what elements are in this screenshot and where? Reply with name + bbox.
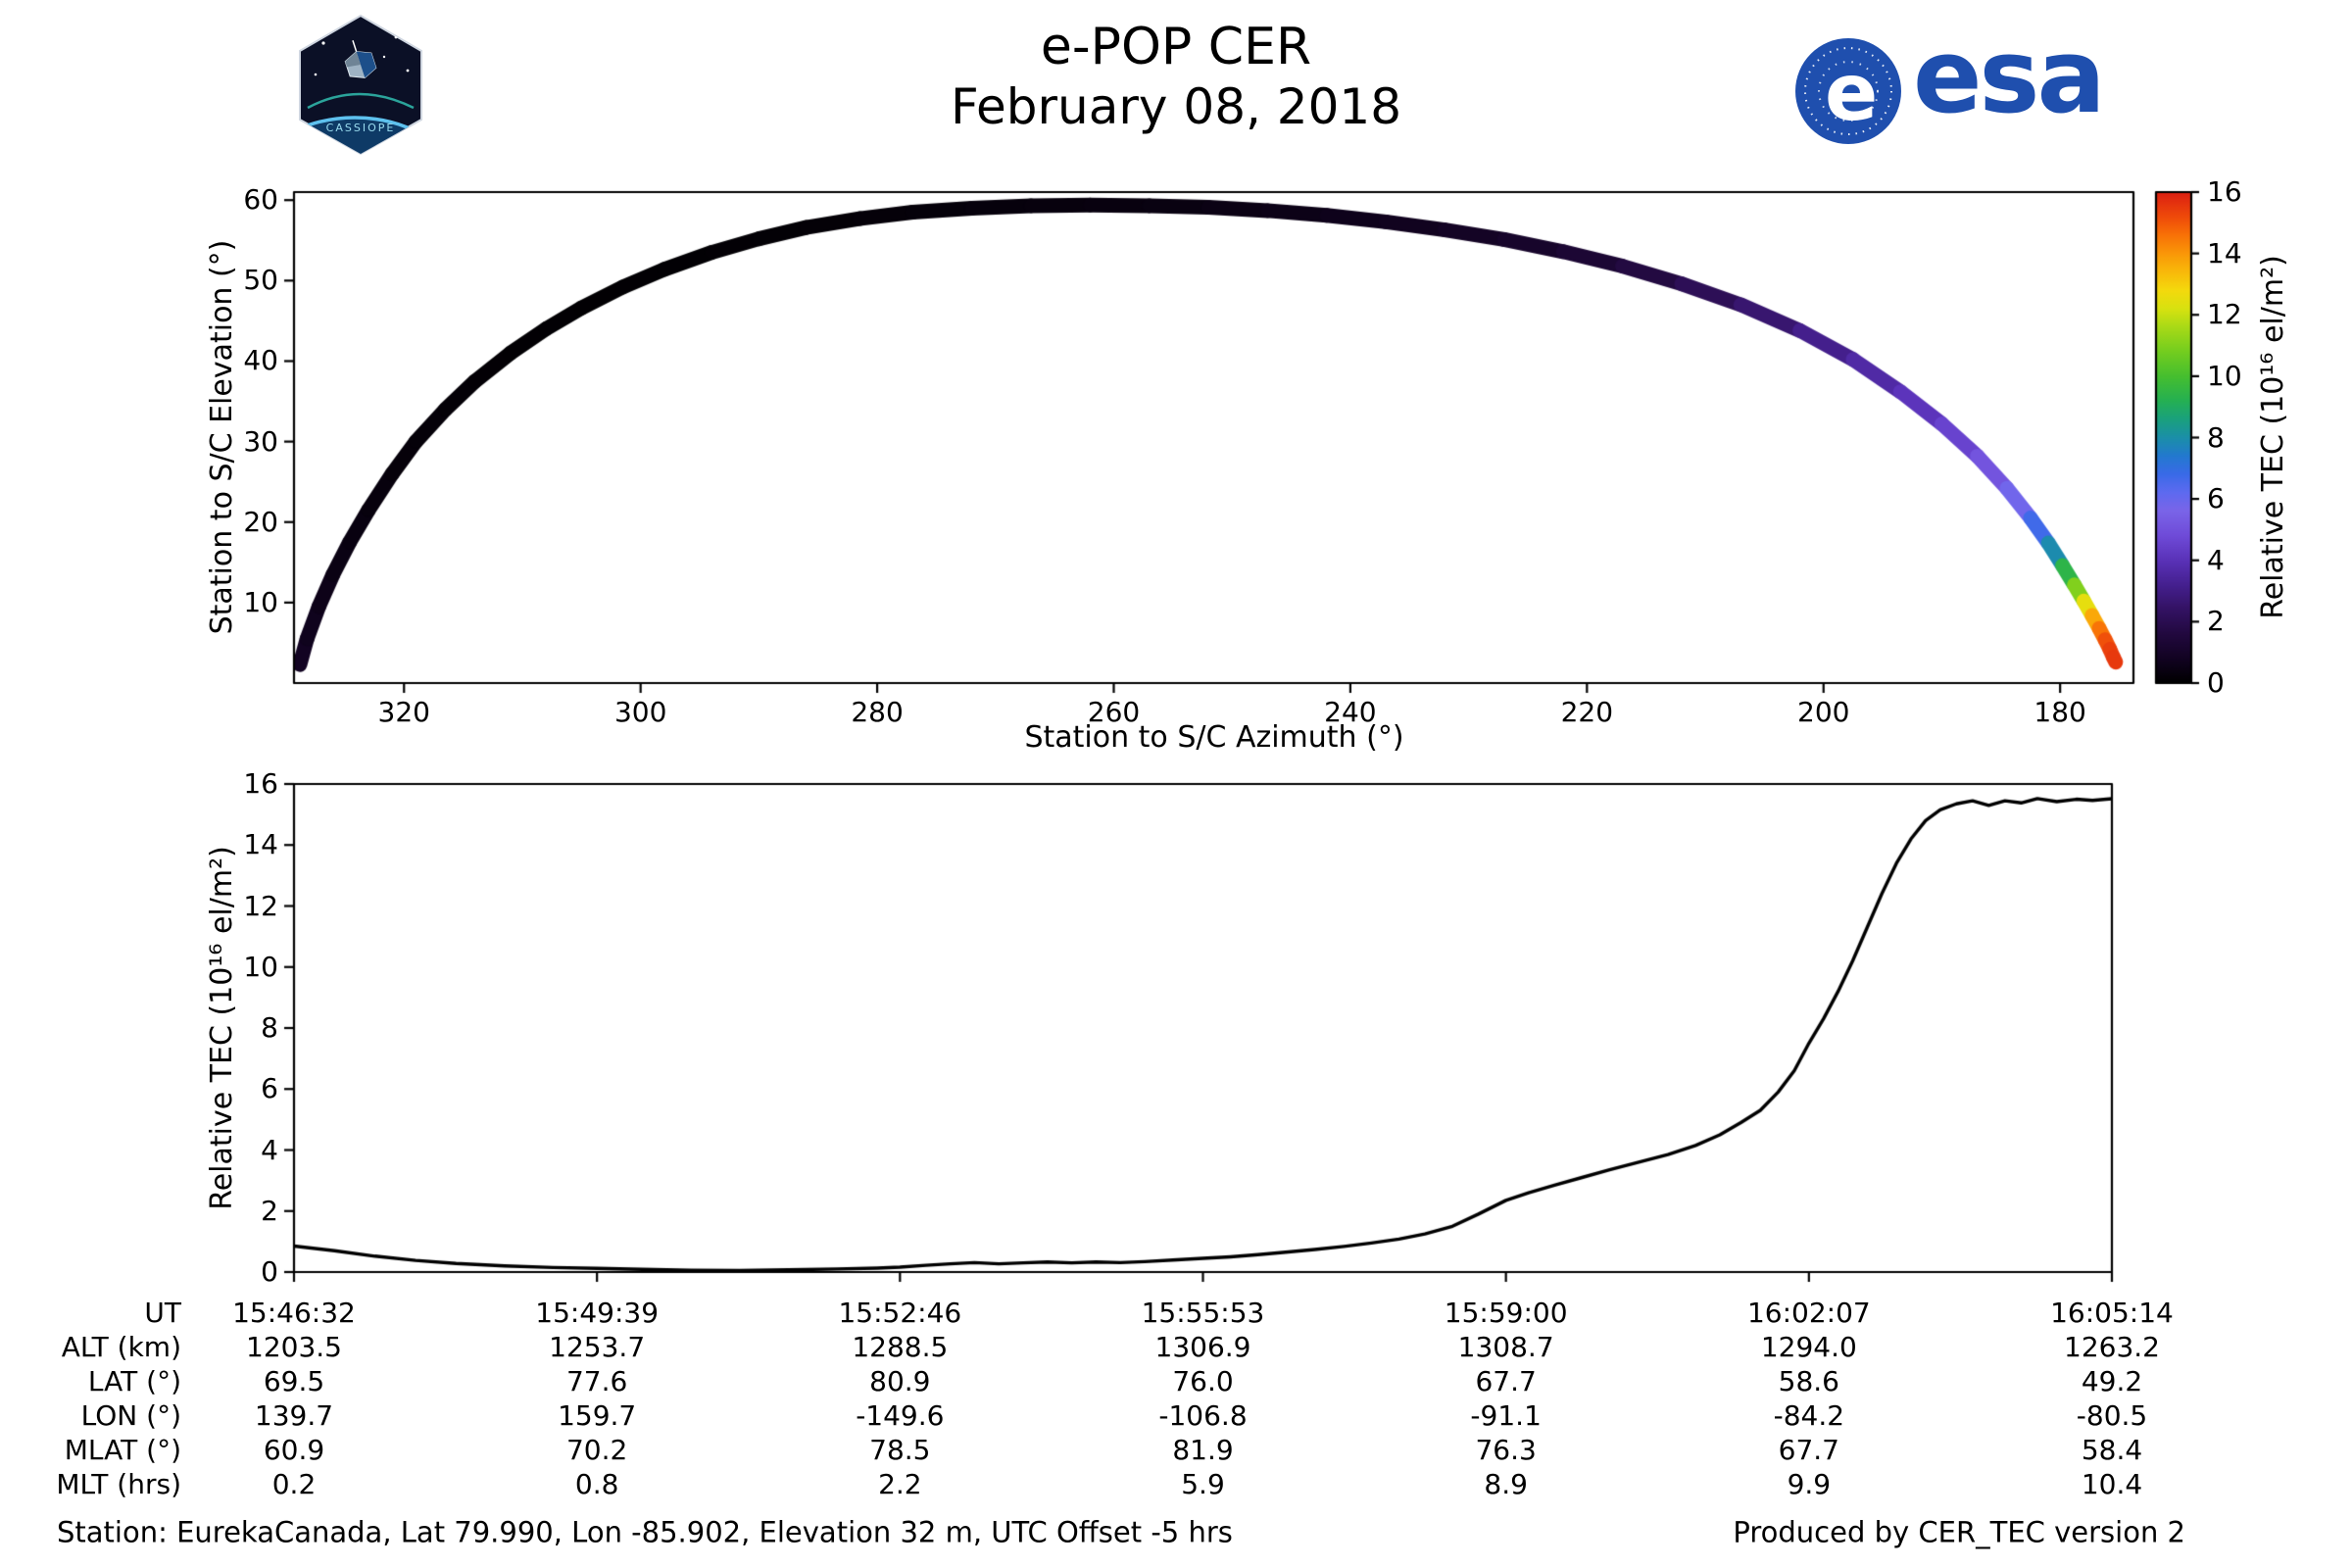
table-cell: 81.9 xyxy=(1172,1434,1234,1466)
table-cell: 67.7 xyxy=(1475,1365,1537,1397)
colorbar-tick-label: 14 xyxy=(2207,236,2242,270)
table-row-label: LAT (°) xyxy=(87,1365,181,1397)
azimuth-tick-label: 220 xyxy=(1560,696,1614,728)
azimuth-tick-label: 240 xyxy=(1324,696,1377,728)
elevation-tick-label: 20 xyxy=(243,505,278,538)
table-cell: 78.5 xyxy=(869,1434,931,1466)
elevation-tick-label: 30 xyxy=(243,424,278,458)
elevation-tick-label: 10 xyxy=(243,585,278,618)
figure-title: e-POP CER xyxy=(1040,18,1312,76)
table-cell: 69.5 xyxy=(263,1365,325,1397)
tec-tick-label: 6 xyxy=(261,1072,278,1105)
table-cell: 76.0 xyxy=(1172,1365,1234,1397)
time-tick-label: 15:49:39 xyxy=(535,1297,660,1329)
time-tick-label: 15:52:46 xyxy=(838,1297,962,1329)
azimuth-tick-label: 280 xyxy=(851,696,904,728)
table-cell: 1288.5 xyxy=(852,1331,949,1363)
table-row-label: MLAT (°) xyxy=(64,1434,181,1466)
time-tick-label: 15:59:00 xyxy=(1444,1297,1568,1329)
azimuth-tick-label: 320 xyxy=(377,696,430,728)
tec-tick-label: 16 xyxy=(243,767,278,800)
table-cell: 159.7 xyxy=(558,1399,637,1432)
table-cell: 1306.9 xyxy=(1154,1331,1251,1363)
colorbar-tick-label: 12 xyxy=(2207,298,2242,331)
table-cell: 1203.5 xyxy=(246,1331,342,1363)
figure-date: February 08, 2018 xyxy=(950,78,1402,135)
esa-wordmark: esa xyxy=(1913,17,2106,136)
cassiope-mission-patch-icon: CASSIOPE xyxy=(299,14,422,156)
patch-aurora-icon xyxy=(307,92,415,110)
time-tick-label: 16:05:14 xyxy=(2050,1297,2174,1329)
azimuth-tick-label: 300 xyxy=(613,696,667,728)
table-cell: 58.6 xyxy=(1778,1365,1839,1397)
table-cell: 1308.7 xyxy=(1457,1331,1554,1363)
table-cell: 70.2 xyxy=(565,1434,628,1466)
time-tick-label: 16:02:07 xyxy=(1746,1297,1871,1329)
table-cell: 9.9 xyxy=(1787,1468,1832,1500)
colorbar-tick-label: 0 xyxy=(2207,666,2225,699)
table-cell: 0.8 xyxy=(574,1468,619,1500)
table-cell: 2.2 xyxy=(878,1468,922,1500)
table-cell: -91.1 xyxy=(1470,1399,1542,1432)
azimuth-tick-label: 260 xyxy=(1087,696,1141,728)
table-cell: 80.9 xyxy=(869,1365,931,1397)
elevation-tick-label: 40 xyxy=(243,344,278,377)
table-cell: 58.4 xyxy=(2081,1434,2143,1466)
colorbar-tick-label: 4 xyxy=(2207,543,2225,576)
tec-tick-label: 8 xyxy=(261,1011,278,1044)
table-cell: 76.3 xyxy=(1475,1434,1537,1466)
table-row-label: ALT (km) xyxy=(61,1331,181,1363)
tec-tick-label: 4 xyxy=(261,1133,278,1166)
table-cell: 139.7 xyxy=(254,1399,334,1432)
table-cell: 1294.0 xyxy=(1760,1331,1857,1363)
tec-tick-label: 12 xyxy=(243,889,278,922)
station-info: Station: EurekaCanada, Lat 79.990, Lon -… xyxy=(57,1515,1233,1549)
esa-globe-letter: e xyxy=(1825,47,1878,138)
azimuth-tick-label: 200 xyxy=(1797,696,1850,728)
azimuth-tick-label: 180 xyxy=(2034,696,2086,728)
tec-tick-label: 14 xyxy=(243,828,278,861)
figure-header: e-POP CER February 08, 2018 xyxy=(0,20,2352,139)
elevation-tick-label: 60 xyxy=(243,183,278,217)
table-cell: 5.9 xyxy=(1181,1468,1225,1500)
time-tick-label: 15:55:53 xyxy=(1141,1297,1265,1329)
produced-by: Produced by CER_TEC version 2 xyxy=(1733,1515,2185,1549)
time-tick-label: 15:46:32 xyxy=(232,1297,356,1329)
table-cell: 10.4 xyxy=(2081,1468,2143,1500)
elevation-axis-label: Station to S/C Elevation (°) xyxy=(205,239,239,635)
colorbar-tick-label: 10 xyxy=(2207,359,2242,392)
table-cell: -149.6 xyxy=(856,1399,945,1432)
colorbar-tick-label: 6 xyxy=(2207,482,2225,515)
table-row-label: LON (°) xyxy=(80,1399,181,1432)
table-cell: -106.8 xyxy=(1158,1399,1248,1432)
tec-tick-label: 10 xyxy=(243,950,278,983)
colorbar-label: Relative TEC (10¹⁶ el/m²) xyxy=(2256,255,2290,619)
patch-satellite-icon xyxy=(344,40,377,78)
table-cell: 60.9 xyxy=(263,1434,325,1466)
table-cell: 49.2 xyxy=(2081,1365,2143,1397)
table-row-label: UT xyxy=(144,1297,181,1329)
table-cell: -84.2 xyxy=(1773,1399,1845,1432)
table-cell: -80.5 xyxy=(2076,1399,2148,1432)
tec-tick-label: 2 xyxy=(261,1194,278,1227)
table-cell: 77.6 xyxy=(565,1365,628,1397)
colorbar-tick-label: 2 xyxy=(2207,605,2225,638)
tec-axis-label: Relative TEC (10¹⁶ el/m²) xyxy=(205,846,239,1210)
table-row-label: MLT (hrs) xyxy=(56,1468,181,1500)
patch-label: CASSIOPE xyxy=(326,122,396,134)
table-cell: 1263.2 xyxy=(2064,1331,2160,1363)
table-cell: 0.2 xyxy=(271,1468,317,1500)
elevation-tick-label: 50 xyxy=(243,264,278,297)
esa-globe-icon: e xyxy=(1795,38,1901,144)
azimuth-axis-label: Station to S/C Azimuth (°) xyxy=(1024,720,1404,755)
colorbar-tick-label: 8 xyxy=(2207,420,2225,454)
table-cell: 1253.7 xyxy=(549,1331,646,1363)
table-cell: 67.7 xyxy=(1778,1434,1839,1466)
tec-tick-label: 0 xyxy=(261,1255,278,1288)
table-cell: 8.9 xyxy=(1484,1468,1528,1500)
colorbar-tick-label: 16 xyxy=(2207,175,2242,208)
